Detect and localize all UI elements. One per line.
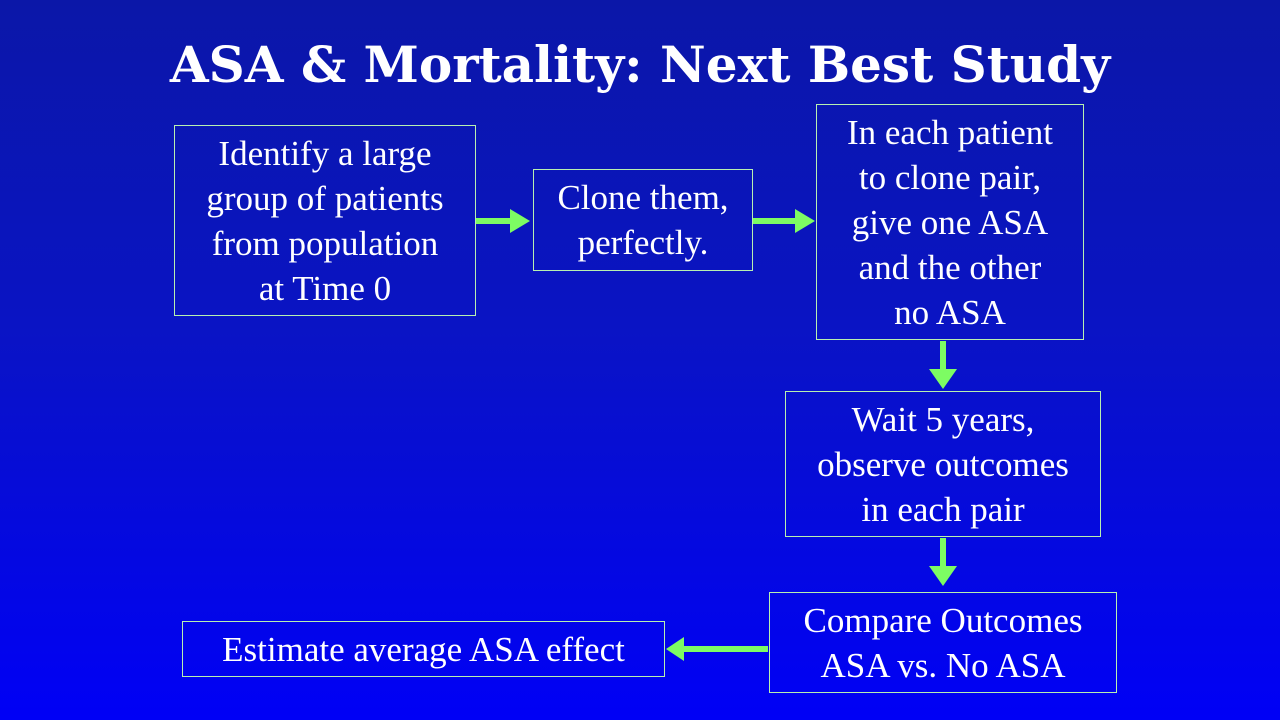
- step-identify-patients-box: Identify a large group of patients from …: [174, 125, 476, 316]
- step-wait-observe-box: Wait 5 years, observe outcomes in each p…: [785, 391, 1101, 537]
- arrow-wait-to-compare: [929, 538, 957, 586]
- step-estimate-effect-box: Estimate average ASA effect: [182, 621, 665, 677]
- arrow-identify-to-clone: [476, 209, 530, 233]
- step-assign-asa-box: In each patient to clone pair, give one …: [816, 104, 1084, 340]
- slide-title: ASA & Mortality: Next Best Study: [169, 35, 1111, 94]
- step-clone-box: Clone them, perfectly.: [533, 169, 753, 271]
- arrow-assign-to-wait: [929, 341, 957, 389]
- arrow-clone-to-assign: [753, 209, 815, 233]
- step-compare-outcomes-box: Compare Outcomes ASA vs. No ASA: [769, 592, 1117, 693]
- arrow-compare-to-estimate: [666, 637, 768, 661]
